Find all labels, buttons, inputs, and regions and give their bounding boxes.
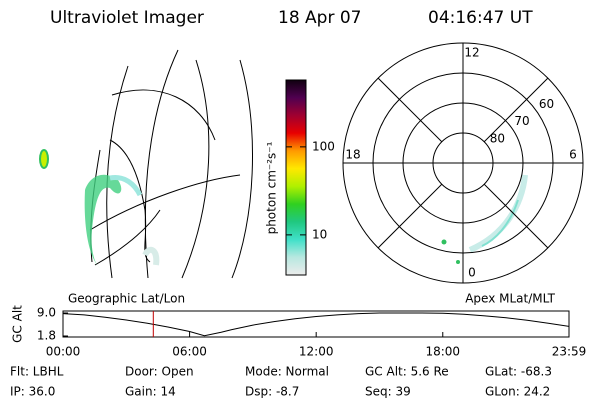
mlt-label: 18 bbox=[345, 148, 360, 162]
lat-ring-label: 60 bbox=[539, 97, 554, 111]
mlt-spoke bbox=[377, 183, 443, 249]
mlt-label: 0 bbox=[468, 266, 476, 280]
altitude-ylabel: GC Alt bbox=[11, 305, 25, 343]
x-tick-label: 18:00 bbox=[425, 345, 460, 359]
info-field: Flt: LBHL bbox=[10, 365, 64, 379]
info-field: Door: Open bbox=[125, 365, 194, 379]
geo-map bbox=[39, 49, 253, 279]
x-tick-label: 23:59 bbox=[552, 345, 587, 359]
info-field: GC Alt: 5.6 Re bbox=[365, 365, 449, 379]
mlt-spoke bbox=[377, 77, 443, 143]
info-field: GLon: 24.2 bbox=[485, 385, 550, 399]
colorbar-label: photon cm⁻²s⁻¹ bbox=[265, 141, 279, 234]
info-field: Gain: 14 bbox=[125, 385, 176, 399]
x-tick-label: 12:00 bbox=[299, 345, 334, 359]
y-tick-label: 9.0 bbox=[37, 306, 56, 320]
title: Ultraviolet Imager bbox=[50, 8, 204, 28]
info-field: Seq: 39 bbox=[365, 385, 411, 399]
x-tick-label: 00:00 bbox=[46, 345, 81, 359]
info-field: Mode: Normal bbox=[245, 365, 329, 379]
time: 04:16:47 UT bbox=[428, 8, 533, 28]
mlt-spoke bbox=[483, 183, 549, 249]
mlt-spoke bbox=[483, 77, 549, 143]
mlt-label: 12 bbox=[464, 46, 479, 60]
altitude-line bbox=[62, 312, 570, 337]
info-field: IP: 36.0 bbox=[10, 385, 55, 399]
colorbar-tick-label: 100 bbox=[312, 139, 335, 153]
y-tick-label: 1.8 bbox=[37, 329, 56, 343]
info-field: GLat: -68.3 bbox=[485, 365, 552, 379]
x-tick-label: 06:00 bbox=[172, 345, 207, 359]
info-field: Dsp: -8.7 bbox=[245, 385, 299, 399]
colorbar bbox=[285, 79, 307, 276]
polar-label: Apex MLat/MLT bbox=[465, 292, 555, 306]
polar-emission bbox=[441, 174, 528, 264]
lat-ring-label: 70 bbox=[514, 114, 529, 128]
map-label: Geographic Lat/Lon bbox=[68, 292, 185, 306]
mlt-label: 6 bbox=[569, 148, 577, 162]
date: 18 Apr 07 bbox=[278, 8, 361, 28]
colorbar-tick-label: 10 bbox=[312, 227, 327, 241]
lat-ring-label: 80 bbox=[490, 131, 505, 145]
